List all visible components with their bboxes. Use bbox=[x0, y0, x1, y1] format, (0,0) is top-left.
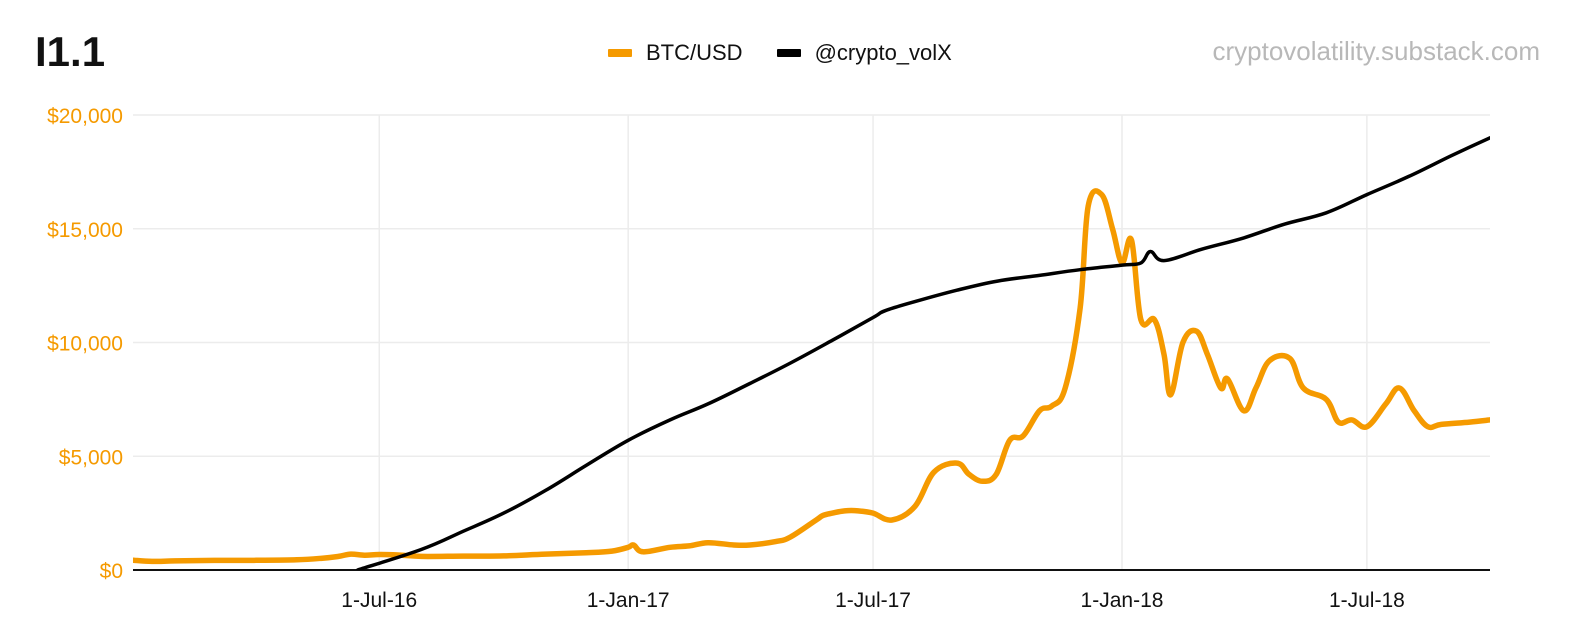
legend: BTC/USD @crypto_volX bbox=[608, 40, 986, 66]
legend-swatch-btcusd bbox=[608, 49, 632, 57]
y-tick-label: $10,000 bbox=[47, 333, 123, 356]
y-tick-label: $15,000 bbox=[47, 219, 123, 242]
source-credit: cryptovolatility.substack.com bbox=[1212, 36, 1540, 66]
y-tick-label: $5,000 bbox=[59, 446, 123, 469]
legend-item-crypto-volx: @crypto_volX bbox=[776, 40, 952, 66]
x-tick-label: 1-Jan-18 bbox=[1081, 589, 1164, 612]
y-tick-label: $0 bbox=[100, 560, 123, 583]
series-line-crypto-volx bbox=[355, 136, 1490, 570]
series-layer bbox=[133, 136, 1490, 570]
series-line-btcusd bbox=[133, 188, 1490, 565]
x-tick-label: 1-Jul-18 bbox=[1329, 589, 1405, 612]
x-tick-label: 1-Jul-16 bbox=[341, 589, 417, 612]
grid-layer bbox=[133, 114, 1490, 570]
x-tick-label: 1-Jan-17 bbox=[587, 589, 670, 612]
tick-layer: $0 $5,000 $10,000 $15,000 $20,000 1-Jul-16 1-J… bbox=[47, 105, 1490, 612]
legend-label-crypto-volx: @crypto_volX bbox=[814, 40, 952, 65]
legend-swatch-crypto-volx bbox=[776, 49, 801, 57]
legend-label-btcusd: BTC/USD bbox=[646, 40, 743, 65]
chart-title: I1.1 bbox=[35, 28, 106, 75]
x-tick-label: 1-Jul-17 bbox=[835, 589, 911, 612]
legend-item-btcusd: BTC/USD bbox=[608, 40, 743, 66]
y-tick-label: $20,000 bbox=[47, 105, 123, 128]
